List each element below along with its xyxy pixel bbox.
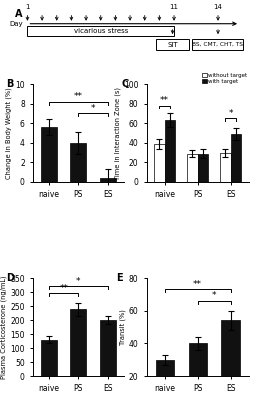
Text: BS, CMT, CHT, TS: BS, CMT, CHT, TS: [191, 42, 242, 47]
Bar: [155, 360, 173, 400]
Bar: [188, 343, 206, 400]
Bar: [70, 309, 86, 376]
Bar: [191, 40, 242, 50]
Text: *: *: [227, 109, 232, 118]
Text: **: **: [74, 92, 83, 101]
Text: B: B: [6, 79, 13, 89]
Text: D: D: [6, 273, 14, 283]
Text: *: *: [211, 291, 215, 300]
Bar: [41, 340, 57, 376]
Text: E: E: [116, 273, 122, 283]
Bar: [70, 143, 86, 182]
Text: Day: Day: [9, 21, 23, 27]
Bar: [221, 320, 239, 400]
Text: vicarious stress: vicarious stress: [73, 28, 128, 34]
Text: *: *: [76, 277, 80, 286]
Bar: [156, 40, 188, 50]
Bar: [230, 134, 240, 182]
Text: **: **: [192, 280, 201, 289]
Text: A: A: [15, 9, 23, 19]
Text: 14: 14: [213, 4, 221, 10]
Text: **: **: [160, 96, 169, 105]
Bar: [164, 120, 174, 182]
Bar: [27, 26, 173, 36]
Text: *: *: [90, 104, 95, 113]
Bar: [186, 154, 197, 182]
Text: C: C: [121, 79, 128, 89]
Bar: [99, 320, 115, 376]
Bar: [197, 154, 207, 182]
Y-axis label: Plasma Corticosterone (ng/mL): Plasma Corticosterone (ng/mL): [1, 275, 7, 379]
Bar: [154, 144, 164, 182]
Legend: without target, with target: without target, with target: [201, 72, 247, 84]
Text: SIT: SIT: [167, 42, 177, 48]
Text: 11: 11: [169, 4, 178, 10]
Y-axis label: Time in Interaction Zone (s): Time in Interaction Zone (s): [114, 86, 121, 180]
Bar: [41, 127, 57, 182]
Y-axis label: Change in Body Weight (%): Change in Body Weight (%): [6, 87, 12, 179]
Text: **: **: [59, 284, 68, 293]
Bar: [219, 152, 230, 182]
Text: 1: 1: [25, 4, 29, 10]
Y-axis label: Transit (%): Transit (%): [119, 309, 125, 345]
Bar: [99, 178, 115, 182]
